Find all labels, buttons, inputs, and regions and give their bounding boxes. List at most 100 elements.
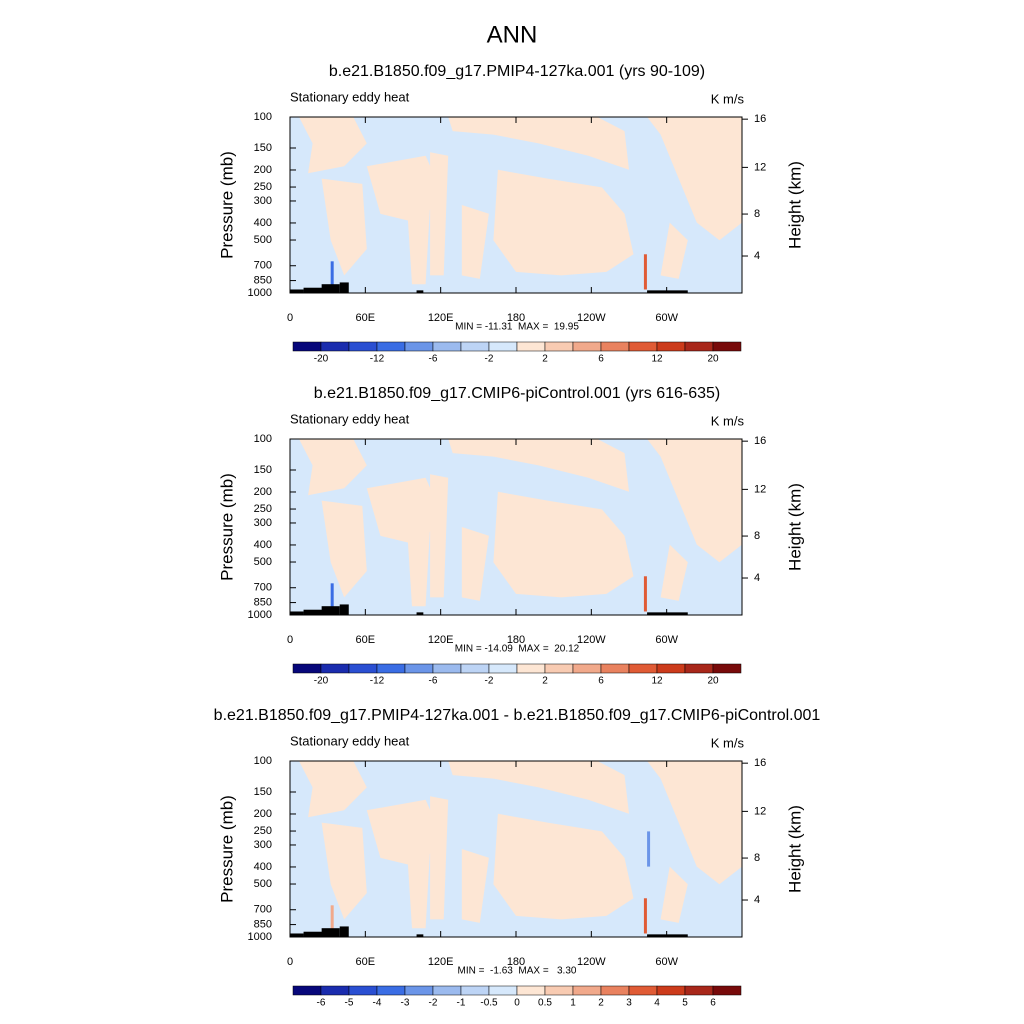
- y-tick-label: 300: [254, 839, 272, 851]
- colorbar-box: [376, 341, 406, 352]
- field-region: [321, 500, 367, 598]
- y-tick-label: 100: [254, 433, 272, 445]
- colorbar-label: 2: [542, 354, 548, 365]
- colorbar-box: [488, 663, 518, 674]
- field-region: [407, 527, 431, 607]
- contour-field: [290, 439, 742, 615]
- y2-tick-label: 12: [754, 805, 766, 817]
- field-region: [448, 117, 629, 170]
- colorbar-box: [460, 985, 490, 996]
- colorbar-box: [572, 341, 602, 352]
- colorbar-box: [348, 985, 378, 996]
- colorbar-label: 20: [707, 676, 719, 687]
- left-string: Stationary eddy heat: [290, 733, 410, 748]
- y-tick-label: 500: [254, 234, 272, 246]
- x-tick-label: 120E: [428, 312, 454, 324]
- colorbar-label: 0.5: [538, 998, 552, 1009]
- x-tick-label: 0: [287, 634, 293, 646]
- colorbar-box: [544, 341, 574, 352]
- topography: [647, 612, 688, 615]
- field-region: [660, 222, 688, 279]
- field-region: [493, 169, 634, 276]
- colorbar-box: [404, 985, 434, 996]
- x-tick-label: 60W: [655, 956, 678, 968]
- topography: [339, 282, 349, 293]
- y2-axis-label: Height (km): [785, 805, 804, 893]
- field-region: [660, 544, 688, 601]
- figure-title: ANN: [487, 21, 538, 48]
- y-tick-label: 150: [254, 786, 272, 798]
- colorbar-label: 20: [707, 354, 719, 365]
- colorbar-box: [628, 663, 658, 674]
- field-region: [493, 813, 634, 920]
- colorbar-label: 12: [651, 354, 663, 365]
- x-tick-label: 0: [287, 312, 293, 324]
- colorbar-box: [684, 985, 714, 996]
- colorbar-box: [656, 663, 686, 674]
- colorbar-label: 12: [651, 676, 663, 687]
- field-region: [366, 477, 444, 545]
- field-region: [461, 527, 489, 601]
- y2-tick-label: 8: [754, 530, 760, 542]
- colorbar-box: [376, 663, 406, 674]
- x-tick-label: 120W: [577, 312, 606, 324]
- field-detail: [330, 583, 334, 612]
- colorbar-label: -0.5: [480, 998, 498, 1009]
- colorbar-box: [348, 663, 378, 674]
- field-region: [647, 439, 742, 563]
- colorbar-box: [684, 663, 714, 674]
- topography: [647, 290, 688, 293]
- colorbar-label: -20: [314, 354, 329, 365]
- x-tick-label: 180: [507, 634, 525, 646]
- min-max: MIN = -11.31 MAX = 19.95: [455, 322, 579, 333]
- colorbar-label: -6: [429, 354, 438, 365]
- x-tick-label: 120W: [577, 634, 606, 646]
- colorbar-box: [516, 663, 546, 674]
- x-tick-label: 60E: [356, 634, 376, 646]
- colorbar-box: [432, 985, 462, 996]
- field-detail: [643, 898, 647, 934]
- y2-tick-label: 8: [754, 852, 760, 864]
- colorbar-label: 6: [710, 998, 716, 1009]
- y-tick-label: 250: [254, 825, 272, 837]
- colorbar-box: [348, 341, 378, 352]
- colorbar-box: [656, 341, 686, 352]
- left-string: Stationary eddy heat: [290, 411, 410, 426]
- colorbar-label: -1: [457, 998, 466, 1009]
- colorbar-label: 5: [682, 998, 688, 1009]
- y2-tick-label: 16: [754, 435, 766, 447]
- field-detail: [643, 576, 647, 612]
- topography: [339, 604, 349, 615]
- y-tick-label: 300: [254, 195, 272, 207]
- field-detail: [643, 254, 647, 290]
- topography: [416, 612, 424, 615]
- y2-tick-label: 4: [754, 572, 760, 584]
- colorbar-box: [600, 341, 630, 352]
- y2-tick-label: 4: [754, 894, 760, 906]
- x-tick-label: 180: [507, 312, 525, 324]
- colorbar-label: -6: [429, 676, 438, 687]
- y-tick-label: 1000: [248, 287, 272, 299]
- field-region: [321, 822, 367, 920]
- field-detail: [647, 831, 651, 867]
- field-region: [407, 205, 431, 285]
- colorbar-box: [460, 341, 490, 352]
- topography: [416, 290, 424, 293]
- y-tick-label: 400: [254, 539, 272, 551]
- y-axis-label: Pressure (mb): [217, 473, 236, 581]
- colorbar-label: 4: [654, 998, 660, 1009]
- y2-tick-label: 16: [754, 757, 766, 769]
- topography: [321, 284, 340, 293]
- colorbar-box: [600, 985, 630, 996]
- colorbar-label: 6: [598, 676, 604, 687]
- colorbar-box: [404, 341, 434, 352]
- y-tick-label: 150: [254, 142, 272, 154]
- field-region: [493, 491, 634, 598]
- topography: [647, 934, 688, 937]
- panel-title: b.e21.B1850.f09_g17.PMIP4-127ka.001 - b.…: [214, 707, 821, 724]
- y2-tick-label: 8: [754, 208, 760, 220]
- contour-field: [290, 117, 742, 293]
- x-tick-label: 60E: [356, 956, 376, 968]
- colorbar-label: -12: [370, 354, 385, 365]
- y-tick-label: 250: [254, 503, 272, 515]
